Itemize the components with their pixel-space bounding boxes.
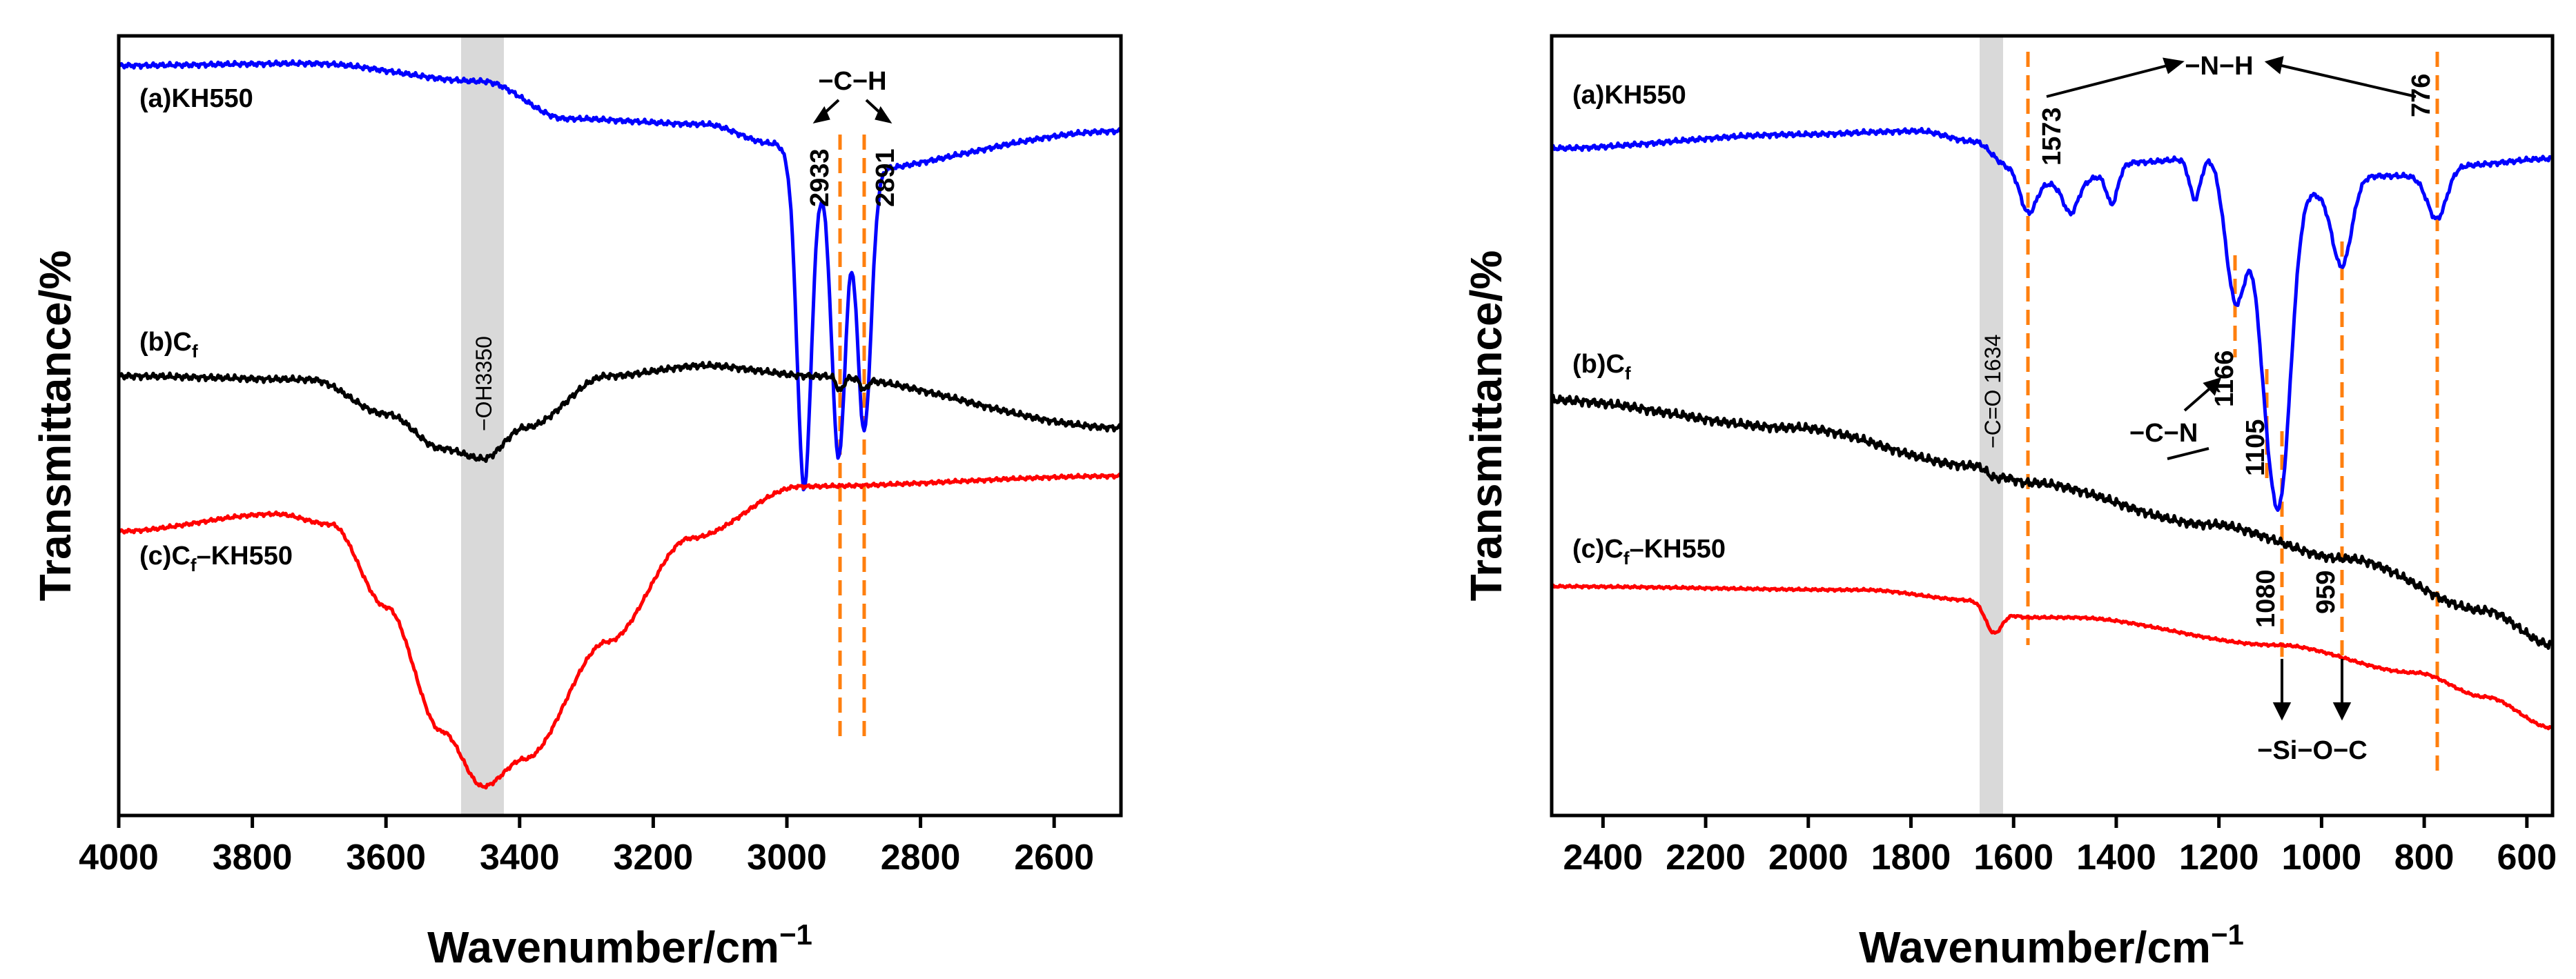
right-x-ticks: 2400 2200 2000 1800 1600 1400 1200 1000 800 600	[1563, 815, 2557, 878]
right-tick-label: 800	[2394, 838, 2455, 878]
left-oh-band-label: −OH3350	[471, 336, 496, 431]
left-tick-label: 2800	[881, 838, 961, 878]
right-tick-label: 1600	[1973, 838, 2053, 878]
left-tick-label: 2600	[1014, 838, 1094, 878]
left-tick-label: 3800	[213, 838, 293, 878]
oh-highlight-band	[461, 36, 504, 815]
right-label-cf-kh550: (c)Cf–KH550	[1572, 535, 1726, 568]
right-sioc-arrows	[2272, 659, 2352, 721]
right-cn-group-label: −C−N	[2129, 419, 2198, 448]
left-tick-label: 4000	[79, 838, 159, 878]
right-peak-1573: 1573	[2038, 107, 2067, 166]
left-tick-label: 3000	[747, 838, 827, 878]
right-chart: 2400 2200 2000 1800 1600 1400 1200 1000 800 600 W…	[1461, 34, 2557, 972]
left-peak-2933: 2933	[806, 148, 835, 207]
right-nh-group-label: −N−H	[2185, 52, 2253, 81]
right-peak-959: 959	[2312, 571, 2341, 614]
left-tick-label: 3200	[614, 838, 694, 878]
right-tick-label: 1200	[2179, 838, 2259, 878]
left-reference-lines	[838, 135, 866, 737]
right-series-cf-kh550	[1550, 583, 2553, 731]
left-y-axis-label: Transmittance/%	[30, 250, 80, 602]
right-reference-lines	[2026, 52, 2439, 778]
left-series-cf-kh550	[117, 472, 1123, 790]
left-peak-2891: 2891	[871, 148, 900, 207]
left-plot-frame	[117, 34, 1123, 818]
right-tick-label: 1000	[2282, 838, 2362, 878]
right-tick-label: 2000	[1768, 838, 1848, 878]
right-label-kh550: (a)KH550	[1572, 81, 1686, 110]
right-tick-label: 1800	[1871, 838, 1951, 878]
right-label-cf: (b)Cf	[1572, 350, 1631, 384]
left-x-axis-label: Wavenumber/cm−1	[427, 918, 812, 972]
right-nh-arrows	[2046, 56, 2417, 98]
left-series-kh550	[117, 59, 1123, 492]
right-tick-label: 2200	[1666, 838, 1746, 878]
right-cn-arrows	[2167, 377, 2222, 460]
left-x-ticks: 4000 3800 3600 3400 3200 3000 2800 2600	[79, 815, 1094, 878]
left-label-kh550: (a)KH550	[139, 84, 253, 113]
left-label-cf-kh550: (c)Cf–KH550	[139, 542, 293, 575]
left-ch-arrows	[812, 99, 892, 124]
right-peak-1080: 1080	[2252, 569, 2281, 628]
co-highlight-band	[1980, 36, 2003, 815]
left-series-cf	[117, 360, 1123, 463]
right-peak-1105: 1105	[2241, 419, 2270, 476]
right-series	[1550, 126, 2554, 731]
right-tick-label: 2400	[1563, 838, 1643, 878]
left-tick-label: 3400	[480, 838, 560, 878]
left-series	[117, 59, 1123, 790]
right-y-axis-label: Transmittance/%	[1461, 250, 1511, 602]
right-co-band-label: −C=O 1634	[1980, 335, 2005, 448]
left-ch-group-label: −C−H	[818, 67, 886, 96]
right-series-kh550	[1550, 126, 2553, 512]
left-label-cf: (b)Cf	[139, 328, 198, 362]
right-plot-frame	[1550, 34, 2555, 818]
right-series-cf	[1550, 393, 2554, 650]
right-peak-1166: 1166	[2210, 350, 2239, 407]
right-tick-label: 1400	[2076, 838, 2156, 878]
left-tick-label: 3600	[346, 838, 426, 878]
right-peak-776: 776	[2407, 74, 2436, 117]
right-x-axis-label: Wavenumber/cm−1	[1859, 918, 2244, 972]
right-sioc-group-label: −Si−O−C	[2257, 736, 2367, 765]
right-tick-label: 600	[2497, 838, 2557, 878]
left-chart: 4000 3800 3600 3400 3200 3000 2800 2600 Wavenum…	[30, 34, 1123, 972]
